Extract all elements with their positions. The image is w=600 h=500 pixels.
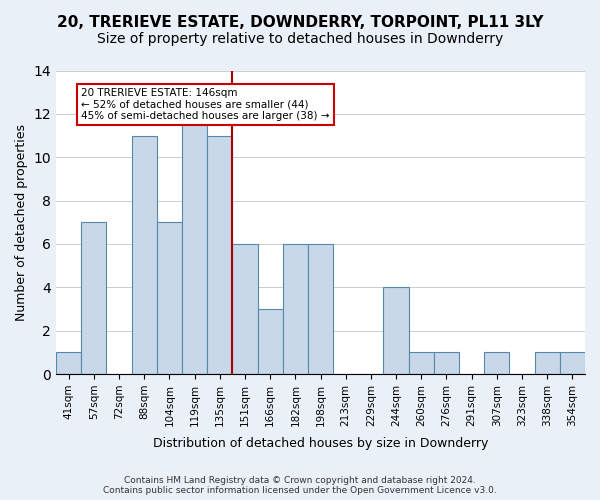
Bar (434, 352, 459, 374)
X-axis label: Distribution of detached houses by size in Downderry: Distribution of detached houses by size … (153, 437, 488, 450)
Bar (409, 352, 434, 374)
Bar (182, 114, 207, 374)
Text: 20, TRERIEVE ESTATE, DOWNDERRY, TORPOINT, PL11 3LY: 20, TRERIEVE ESTATE, DOWNDERRY, TORPOINT… (57, 15, 543, 30)
Bar (56, 352, 81, 374)
Text: Size of property relative to detached houses in Downderry: Size of property relative to detached ho… (97, 32, 503, 46)
Bar (484, 352, 509, 374)
Bar (257, 309, 283, 374)
Text: Contains HM Land Registry data © Crown copyright and database right 2024.
Contai: Contains HM Land Registry data © Crown c… (103, 476, 497, 495)
Bar (283, 244, 308, 374)
Bar (308, 244, 333, 374)
Bar (535, 352, 560, 374)
Y-axis label: Number of detached properties: Number of detached properties (15, 124, 28, 321)
Bar (232, 244, 257, 374)
Bar (207, 136, 232, 374)
Bar (383, 288, 409, 374)
Bar (131, 136, 157, 374)
Bar (81, 222, 106, 374)
Bar (560, 352, 585, 374)
Text: 20 TRERIEVE ESTATE: 146sqm
← 52% of detached houses are smaller (44)
45% of semi: 20 TRERIEVE ESTATE: 146sqm ← 52% of deta… (81, 88, 330, 121)
Bar (157, 222, 182, 374)
